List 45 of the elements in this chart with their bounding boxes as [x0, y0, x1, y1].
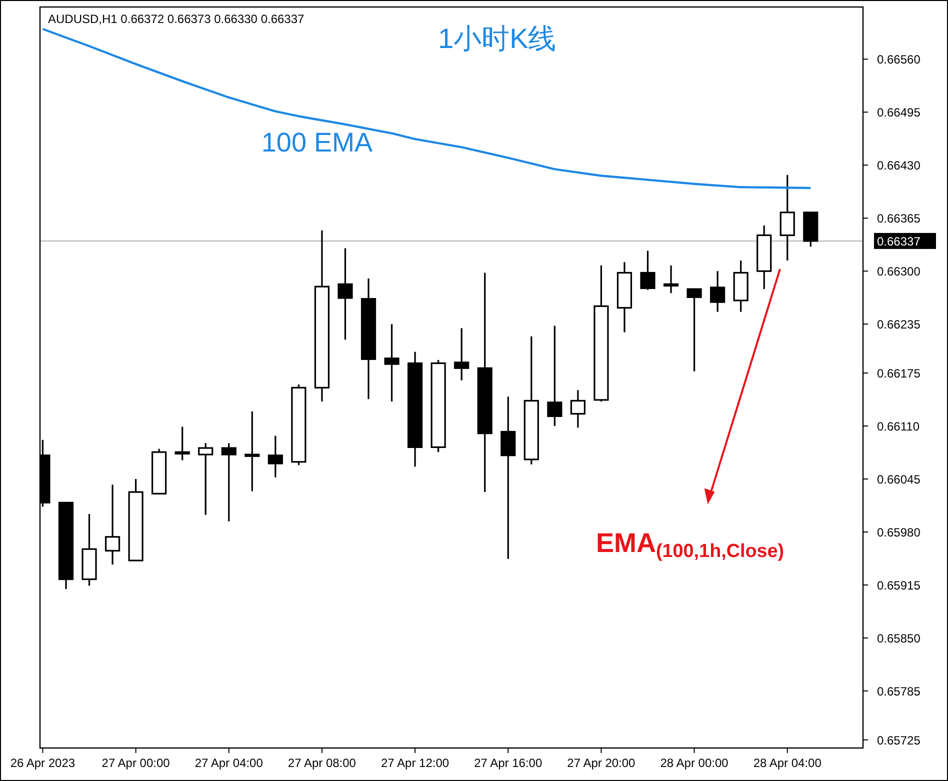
y-tick-label: 0.66110 — [877, 420, 920, 434]
y-tick-label: 0.65850 — [877, 631, 921, 646]
candlestick — [640, 250, 656, 291]
x-tick-label: 27 Apr 08:00 — [288, 756, 356, 770]
candlestick — [500, 396, 516, 560]
candlestick — [570, 389, 586, 428]
y-tick-label: 0.66430 — [877, 158, 921, 173]
x-tick-label: 27 Apr 16:00 — [474, 756, 542, 770]
candlestick — [686, 288, 702, 372]
y-tick-label: 0.65915 — [877, 578, 921, 592]
candlestick — [104, 484, 120, 566]
candlestick — [454, 327, 470, 382]
x-tick-label: 26 Apr 2023 — [10, 756, 76, 770]
candlestick — [338, 247, 353, 340]
y-tick-label: 0.65785 — [877, 684, 921, 698]
candlestick — [384, 323, 400, 402]
y-tick-label: 0.65980 — [877, 525, 921, 540]
y-tick-label: 0.66560 — [877, 52, 921, 67]
candlestick — [244, 410, 260, 492]
candlestick — [268, 434, 283, 478]
candlestick — [547, 324, 562, 427]
candlestick — [710, 270, 726, 313]
x-tick-label: 27 Apr 20:00 — [567, 756, 636, 770]
y-tick-label: 0.66365 — [877, 212, 921, 226]
y-tick-label: 0.66495 — [877, 106, 921, 120]
x-tick-label: 27 Apr 00:00 — [102, 756, 170, 770]
x-tick-label: 28 Apr 04:00 — [753, 756, 822, 770]
y-tick-label: 0.65725 — [877, 733, 921, 748]
y-tick-label: 0.66175 — [877, 366, 921, 381]
text: 1小时K线 — [438, 23, 556, 54]
series-label: 100 EMA — [261, 127, 372, 158]
x-tick-label: 28 Apr 00:00 — [660, 756, 729, 770]
y-tick-label: 0.66235 — [877, 318, 921, 332]
annotation: EMA$_{(100,1h,Close)}$ — [596, 528, 784, 562]
candlestick — [780, 174, 795, 262]
x-tick-label: 27 Apr 04:00 — [194, 756, 264, 770]
x-tick-label: 27 Apr 12:00 — [381, 756, 450, 770]
candlestick — [663, 264, 679, 294]
candlestick — [221, 442, 236, 522]
y-tick-label: 0.66300 — [877, 264, 921, 279]
candlestick — [198, 442, 214, 516]
text: AUDUSD,H1 0.66372 0.66373 0.66330 0.66337 — [48, 12, 305, 26]
y-tick-label: 0.66045 — [877, 472, 921, 486]
ref-line-label: 0.66337 — [877, 234, 921, 248]
candlestick — [174, 426, 190, 462]
